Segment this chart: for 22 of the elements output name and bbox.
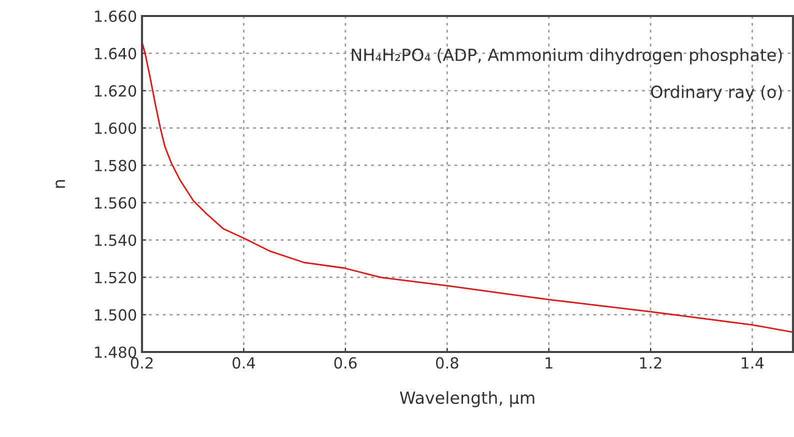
line-series [142, 41, 793, 333]
x-tick-label: 0.8 [436, 357, 458, 369]
y-tick-label: 1.540 [95, 234, 136, 246]
y-tick-label: 1.500 [95, 309, 136, 321]
y-tick-label: 1.660 [95, 10, 136, 22]
y-tick-label: 1.620 [95, 85, 136, 97]
y-tick-label: 1.520 [95, 272, 136, 284]
x-tick-label: 0.2 [130, 357, 153, 369]
x-tick-label: 0.4 [232, 357, 256, 369]
y-tick-label: 1.640 [95, 48, 136, 60]
annotation: NH₄H₂PO₄ (ADP, Ammonium dihydrogen phosphate) [352, 48, 782, 64]
x-tick-label: 1.2 [640, 357, 662, 368]
x-tick-label: 1 [546, 357, 552, 368]
x-axis-title: Wavelength, µm [400, 391, 534, 408]
annotation: Ordinary ray (o) [651, 85, 782, 102]
y-tick-label: 1.600 [95, 122, 136, 134]
y-tick-label: 1.480 [95, 346, 136, 358]
y-axis-title: n [56, 180, 65, 188]
y-tick-label: 1.580 [95, 160, 136, 172]
x-tick-label: 0.6 [334, 357, 357, 369]
y-tick-label: 1.560 [95, 197, 136, 209]
x-tick-label: 1.4 [742, 357, 764, 368]
